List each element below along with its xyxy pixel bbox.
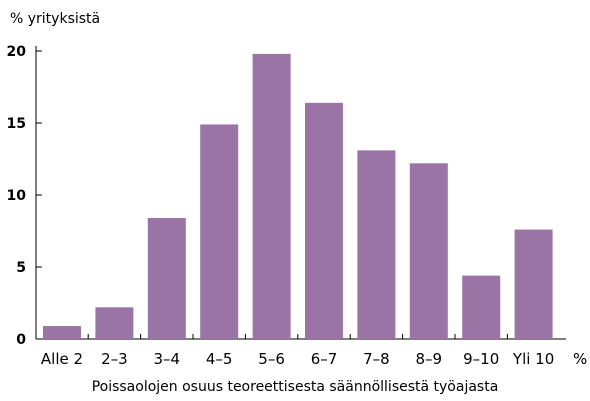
bar	[147, 218, 186, 339]
bar	[462, 275, 501, 339]
bar	[305, 102, 343, 339]
x-tick-label: 8–9	[416, 350, 443, 368]
y-tick-label: 0	[16, 332, 26, 348]
x-tick-label: 5–6	[258, 350, 285, 368]
bar	[43, 326, 81, 339]
bar	[514, 229, 553, 339]
x-tick-label: 2–3	[101, 350, 128, 368]
x-axis-label: Poissaolojen osuus teoreettisesta säännö…	[92, 379, 499, 395]
y-tick-label: 20	[7, 44, 27, 60]
x-tick-label: 3–4	[154, 350, 181, 368]
bar	[95, 307, 134, 339]
bar	[252, 53, 291, 339]
x-ticks: Alle 2 2–3 3–4 4–5 5–6 6–7 7–8 8–9 9–10 Yli 10	[41, 334, 554, 368]
bars	[43, 53, 553, 339]
bar	[357, 150, 396, 339]
bar	[200, 124, 239, 339]
x-tick-label: 4–5	[206, 350, 233, 368]
x-tick-label: 7–8	[363, 350, 390, 368]
y-axis-label: % yrityksistä	[10, 11, 100, 27]
x-unit-label: %	[573, 350, 587, 368]
y-ticks: 0 5 10 15 20	[7, 44, 42, 348]
x-tick-label: Alle 2	[41, 350, 83, 368]
y-tick-label: 5	[16, 260, 26, 276]
x-tick-label: 9–10	[463, 350, 499, 368]
y-tick-label: 15	[7, 116, 26, 132]
y-tick-label: 10	[7, 188, 27, 204]
x-tick-label: 6–7	[311, 350, 338, 368]
bar	[409, 163, 448, 339]
x-tick-label: Yli 10	[512, 350, 554, 368]
